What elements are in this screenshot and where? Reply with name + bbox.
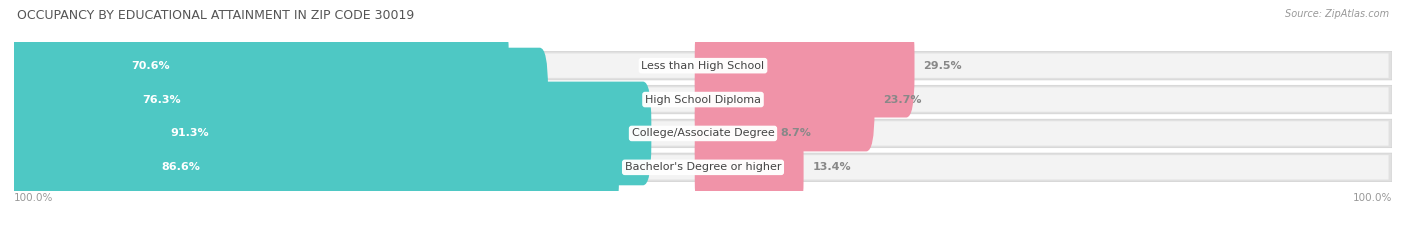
- FancyBboxPatch shape: [17, 53, 1389, 78]
- Text: 23.7%: 23.7%: [883, 95, 922, 105]
- Text: OCCUPANCY BY EDUCATIONAL ATTAINMENT IN ZIP CODE 30019: OCCUPANCY BY EDUCATIONAL ATTAINMENT IN Z…: [17, 9, 415, 22]
- Text: College/Associate Degree: College/Associate Degree: [631, 128, 775, 138]
- Text: Less than High School: Less than High School: [641, 61, 765, 71]
- FancyBboxPatch shape: [6, 48, 548, 151]
- Text: 100.0%: 100.0%: [1353, 193, 1392, 203]
- FancyBboxPatch shape: [6, 14, 509, 117]
- Text: 100.0%: 100.0%: [14, 193, 53, 203]
- FancyBboxPatch shape: [695, 48, 875, 151]
- FancyBboxPatch shape: [6, 116, 619, 219]
- FancyBboxPatch shape: [14, 85, 1392, 114]
- Text: 91.3%: 91.3%: [172, 128, 209, 138]
- Text: 70.6%: 70.6%: [131, 61, 170, 71]
- Text: 8.7%: 8.7%: [780, 128, 811, 138]
- FancyBboxPatch shape: [17, 155, 1389, 180]
- Text: 13.4%: 13.4%: [813, 162, 851, 172]
- Text: 29.5%: 29.5%: [924, 61, 962, 71]
- Text: 86.6%: 86.6%: [162, 162, 201, 172]
- Text: Source: ZipAtlas.com: Source: ZipAtlas.com: [1285, 9, 1389, 19]
- FancyBboxPatch shape: [695, 116, 804, 219]
- FancyBboxPatch shape: [14, 119, 1392, 148]
- FancyBboxPatch shape: [14, 51, 1392, 80]
- FancyBboxPatch shape: [695, 14, 914, 117]
- FancyBboxPatch shape: [695, 82, 772, 185]
- FancyBboxPatch shape: [14, 153, 1392, 182]
- Text: Bachelor's Degree or higher: Bachelor's Degree or higher: [624, 162, 782, 172]
- FancyBboxPatch shape: [6, 82, 651, 185]
- Text: High School Diploma: High School Diploma: [645, 95, 761, 105]
- Text: 76.3%: 76.3%: [142, 95, 180, 105]
- FancyBboxPatch shape: [17, 87, 1389, 112]
- FancyBboxPatch shape: [17, 121, 1389, 146]
